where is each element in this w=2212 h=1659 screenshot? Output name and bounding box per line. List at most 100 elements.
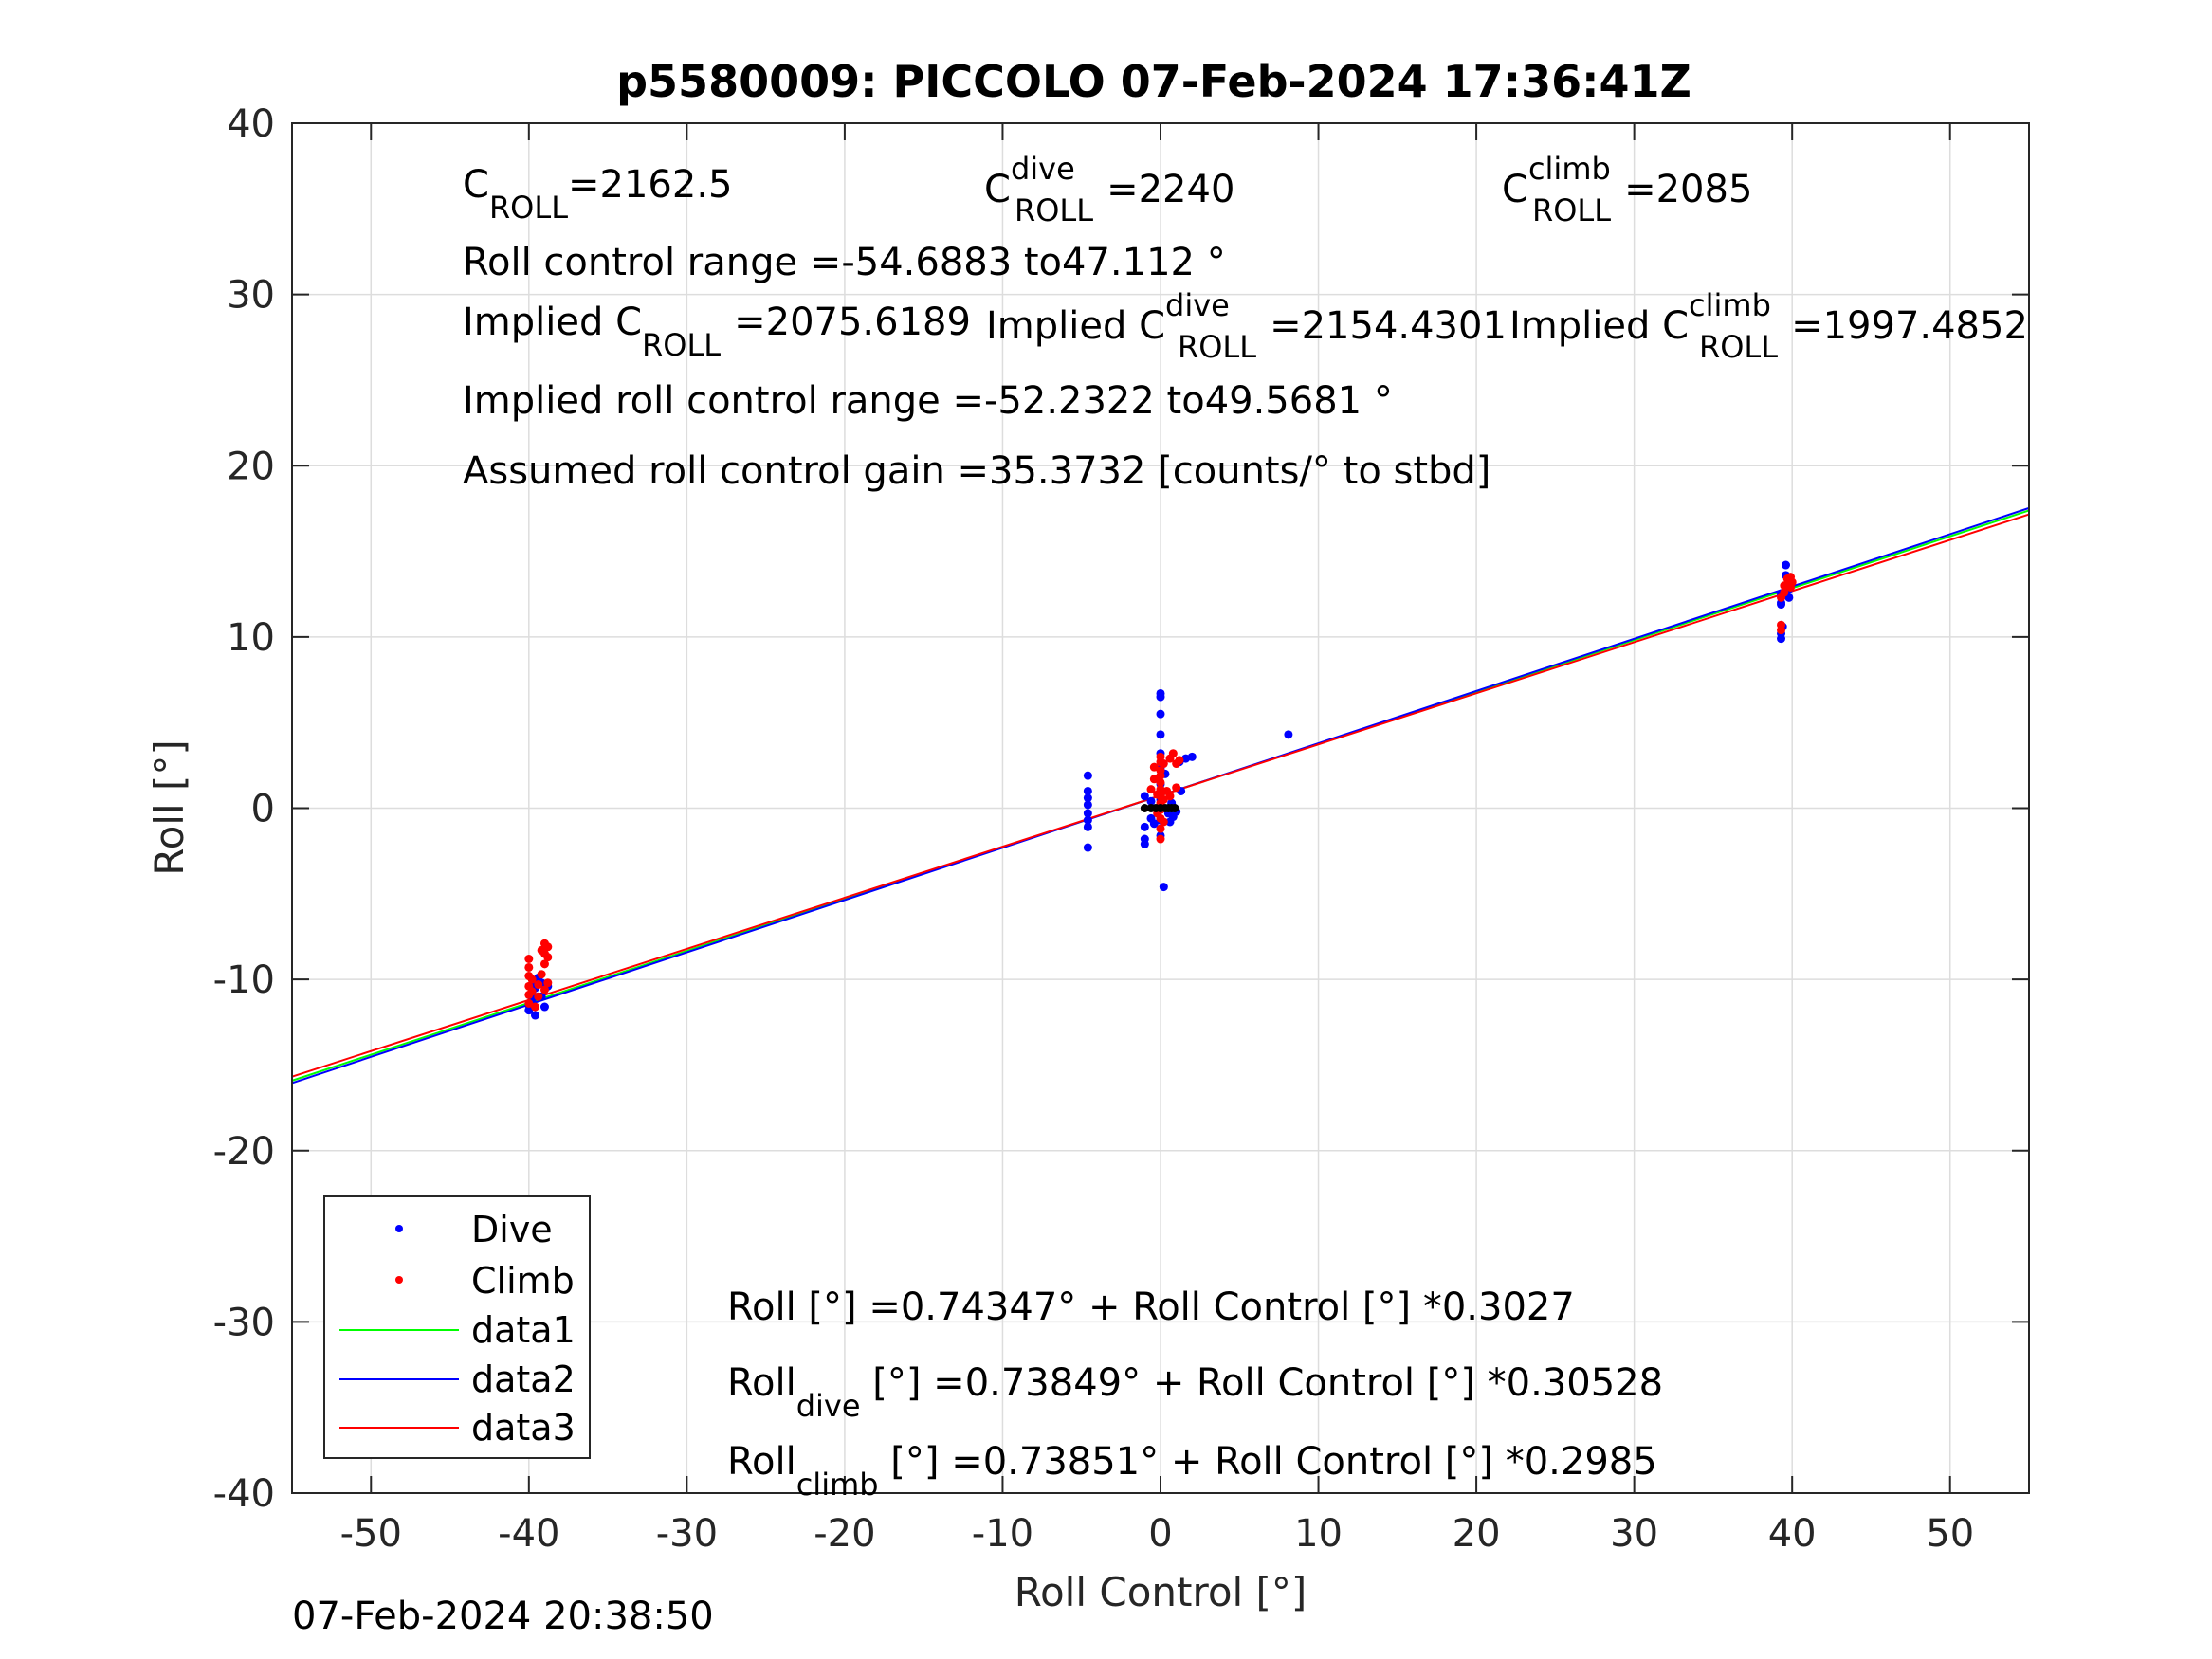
implied-roll-control-range: Implied roll control range =-52.2322 to4… (463, 379, 1393, 423)
x-axis-label: Roll Control [°] (1015, 1569, 1307, 1615)
data-point-climb (1156, 824, 1165, 833)
y-tick-label: -30 (213, 1301, 275, 1344)
y-tick-label: -40 (213, 1472, 275, 1516)
data-point-dive (1140, 839, 1149, 848)
y-tick-label: 40 (227, 102, 275, 146)
fit-climb-equation: Rollclimb [°] =0.73851° + Roll Control [… (727, 1440, 1657, 1503)
y-tick-label: 10 (227, 616, 275, 660)
data-point-dive (1140, 792, 1149, 801)
fit-climb-base: Roll (727, 1440, 796, 1484)
implied-c-roll-climb-base: Implied C (1509, 304, 1689, 348)
implied-c-roll-dive-base: Implied C (986, 304, 1165, 348)
data-point-climb (1146, 785, 1156, 794)
x-tick-label: 20 (1453, 1512, 1501, 1556)
data-point-climb (543, 942, 553, 952)
c-roll-climb-value: =2085 (1624, 168, 1752, 211)
data-point-dive (1284, 730, 1293, 739)
c-roll-dive-annotation: Cdive ROLL =2240 (984, 151, 1234, 228)
y-tick-label: 20 (227, 445, 275, 488)
data-point-climb (1149, 775, 1159, 784)
implied-c-roll-climb-sub: ROLL (1699, 329, 1778, 365)
data-point-dive (1083, 786, 1092, 795)
data-point-climb (534, 992, 543, 1001)
legend-label-data1: data1 (471, 1309, 576, 1351)
data-point-climb (537, 970, 546, 979)
data-point-climb (1780, 588, 1789, 597)
fit-all-equation: Roll [°] =0.74347° + Roll Control [°] *0… (727, 1285, 1575, 1329)
data-point-climb (539, 959, 549, 969)
data-point-climb (1165, 792, 1175, 801)
implied-c-roll-dive-value: =2154.4301 (1270, 304, 1507, 348)
y-axis-label: Roll [°] (146, 739, 192, 875)
data-point-dive (1777, 600, 1786, 610)
implied-c-roll-base: Implied C (463, 301, 642, 344)
data-point-climb (539, 985, 549, 994)
fit-climb-sub: climb (796, 1467, 879, 1503)
data-point-climb (534, 980, 543, 990)
data-point-dive (1083, 843, 1092, 852)
c-roll-dive-value: =2240 (1106, 168, 1234, 211)
data-point-climb (1777, 626, 1786, 635)
implied-c-roll-dive-sup: dive (1165, 287, 1230, 323)
c-roll-value: =2162.5 (568, 163, 732, 207)
implied-c-roll-dive-sub: ROLL (1178, 329, 1256, 365)
implied-c-roll-annotation: Implied CROLL =2075.6189 (463, 301, 971, 363)
data-point-unlabeled (1140, 804, 1149, 812)
legend-marker-dive (395, 1225, 403, 1232)
data-point-climb (1172, 783, 1181, 793)
legend-label-data3: data3 (471, 1407, 576, 1449)
c-roll-climb-base: C (1502, 168, 1528, 211)
data-point-climb (524, 962, 534, 972)
implied-c-roll-sub: ROLL (642, 327, 721, 363)
data-point-climb (1168, 749, 1178, 758)
legend-label-dive: Dive (471, 1209, 553, 1250)
x-tick-label: 30 (1610, 1512, 1658, 1556)
data-points (524, 560, 1797, 1020)
x-tick-label: 10 (1294, 1512, 1343, 1556)
x-tick-label: -30 (656, 1512, 718, 1556)
fit-all-rest: [°] =0.74347° + Roll Control [°] *0.3027 (796, 1285, 1575, 1329)
legend-label-climb: Climb (471, 1260, 575, 1302)
legend: Dive Climb data1 data2 data3 (323, 1195, 591, 1459)
data-point-dive (1146, 796, 1156, 806)
data-point-dive (1083, 809, 1092, 818)
legend-label-data2: data2 (471, 1358, 576, 1400)
c-roll-sub: ROLL (489, 190, 568, 226)
data-point-climb (1159, 794, 1168, 804)
c-roll-climb-annotation: Cclimb ROLL =2085 (1502, 151, 1752, 228)
y-tick-label: 0 (251, 788, 275, 831)
data-point-climb (1159, 817, 1168, 827)
data-point-dive (1156, 692, 1165, 702)
c-roll-dive-sup: dive (1011, 151, 1075, 187)
legend-box (323, 1195, 591, 1459)
chart-title: p5580009: PICCOLO 07-Feb-2024 17:36:41Z (616, 56, 1691, 107)
implied-c-roll-climb-value: =1997.4852 (1791, 304, 2028, 348)
axis-ticks: -50 -40 -30 -20 -10 0 10 20 30 40 50 -40 -30 -20 -10 0 1… (213, 102, 2029, 1556)
data-point-climb (524, 954, 534, 963)
c-roll-dive-base: C (984, 168, 1011, 211)
data-point-climb (543, 953, 553, 962)
roll-control-range: Roll control range =-54.6883 to47.112 ° (463, 241, 1226, 284)
fit-all-base: Roll (727, 1285, 796, 1329)
data-point-dive (1777, 634, 1786, 644)
data-point-climb (1156, 834, 1165, 844)
data-point-dive (1140, 822, 1149, 831)
data-point-dive (530, 1011, 539, 1020)
data-point-climb (1156, 771, 1165, 780)
x-tick-label: 0 (1148, 1512, 1172, 1556)
data-point-dive (1083, 771, 1092, 780)
data-point-climb (527, 975, 537, 984)
data-point-dive (539, 1002, 549, 1012)
data-point-climb (527, 987, 537, 996)
y-tick-label: -20 (213, 1130, 275, 1174)
data-point-dive (1149, 819, 1159, 829)
c-roll-climb-sub: ROLL (1532, 192, 1611, 228)
data-point-climb (1175, 756, 1184, 765)
data-point-climb (530, 1002, 539, 1012)
c-roll-dive-sub: ROLL (1015, 192, 1093, 228)
fit-dive-equation: Rolldive [°] =0.73849° + Roll Control [°… (727, 1361, 1663, 1424)
x-tick-label: 50 (1926, 1512, 1974, 1556)
data-point-unlabeled (1170, 804, 1179, 812)
x-tick-label: -50 (340, 1512, 402, 1556)
